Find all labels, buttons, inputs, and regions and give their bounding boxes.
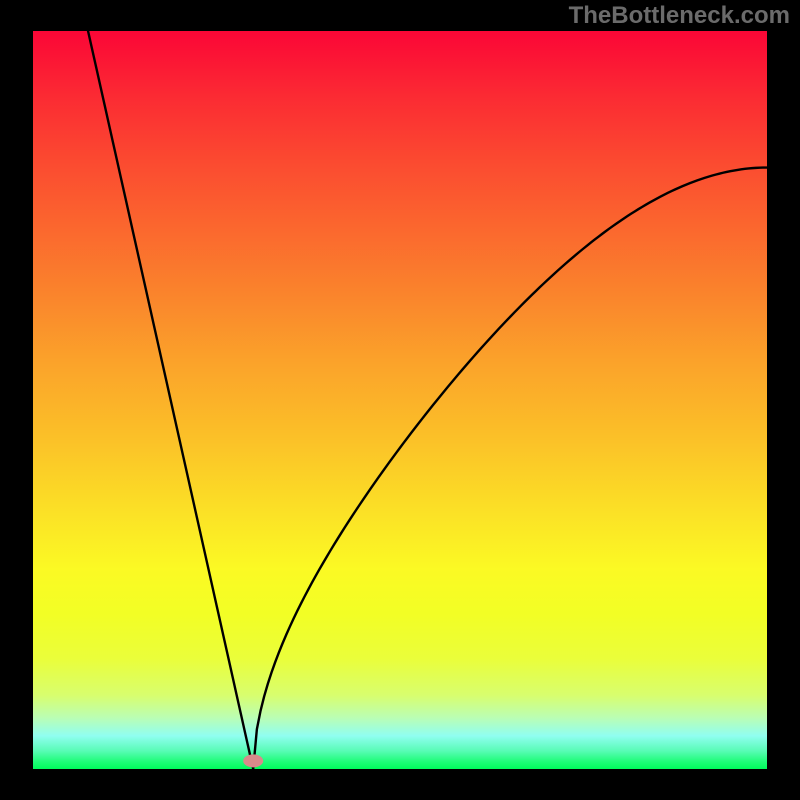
chart-svg (0, 0, 800, 800)
chart-container: TheBottleneck.com (0, 0, 800, 800)
optimum-marker (243, 754, 263, 767)
plot-area (33, 31, 767, 769)
